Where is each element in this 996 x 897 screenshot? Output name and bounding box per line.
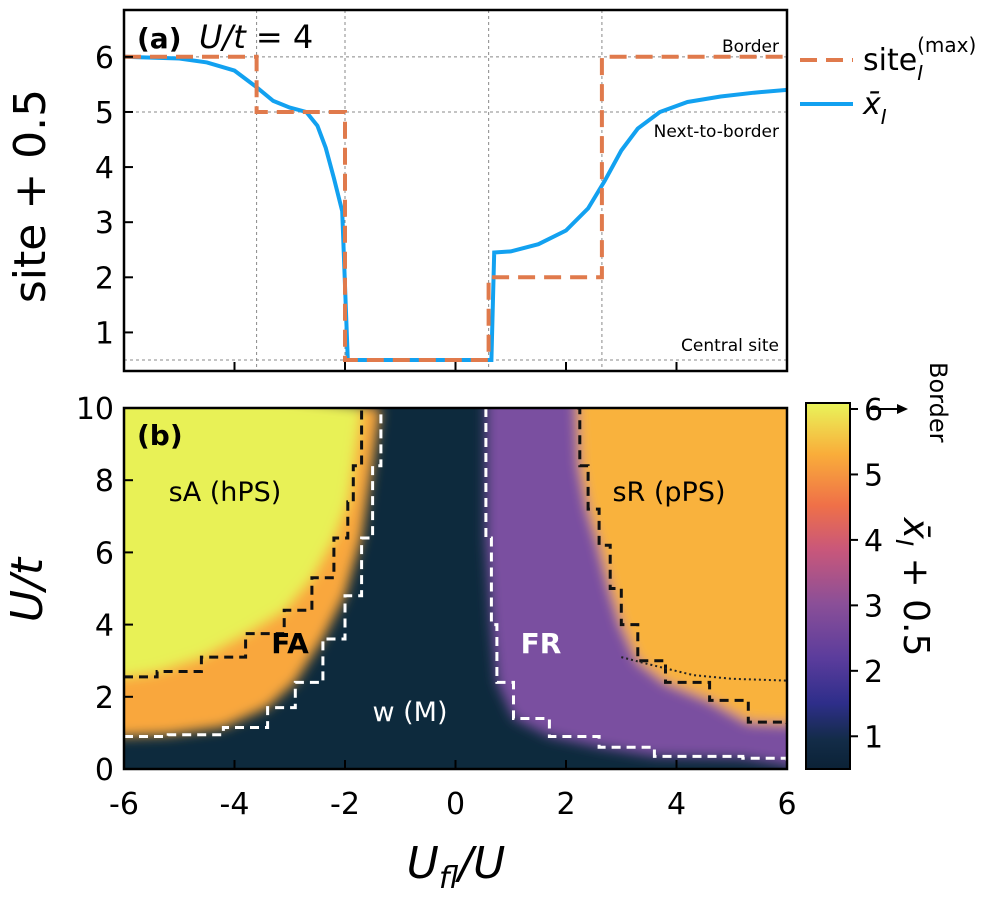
xtick-label-b-0: -6: [109, 787, 139, 822]
ytick-label-b-1: 2: [95, 681, 114, 716]
colorbar: 1 2 3 4 5 6 x̄I + 0.5 Border: [805, 362, 952, 770]
region-label-w: w (M): [372, 697, 447, 728]
series-site-max-line: [124, 54, 787, 362]
annotation-central-site: Central site: [681, 336, 779, 356]
xtick-label-b-1: -4: [220, 787, 250, 822]
colorbar-gradient: [805, 402, 851, 770]
panel-b-label: (b): [137, 419, 183, 452]
ytick-label-a-0: 1: [95, 316, 114, 351]
colorbar-arrow-head: [897, 404, 908, 414]
boundary-black-left: [124, 408, 364, 679]
xtick-label-b-6: 6: [777, 787, 796, 822]
series-xbar-line: [124, 54, 787, 362]
xtick-label-b-5: 4: [667, 787, 686, 822]
ytick-label-a-2: 3: [95, 206, 114, 241]
panel-a-title: U/t = 4: [199, 18, 313, 56]
colorbar-tick-label-5: 6: [864, 393, 883, 428]
colorbar-tick-label-0: 1: [864, 720, 883, 755]
xtick-label-b-3: 0: [446, 787, 465, 822]
ytick-label-b-4: 8: [95, 464, 114, 499]
panel-a-ylabel: site + 0.5: [5, 89, 56, 303]
ytick-label-a-3: 4: [95, 151, 114, 186]
colorbar-tick-label-2: 3: [864, 589, 883, 624]
ytick-label-b-2: 4: [95, 609, 114, 644]
legend: siteI(max) x̄I: [800, 33, 976, 129]
region-label-sA: sA (hPS): [169, 477, 282, 508]
region-label-FR: FR: [521, 627, 562, 660]
legend-label-xbar: x̄I: [862, 87, 887, 129]
boundary-dotted: [621, 656, 787, 682]
colorbar-tick-label-4: 5: [864, 458, 883, 493]
colorbar-label: x̄I + 0.5: [890, 517, 936, 657]
xtick-label-b-4: 2: [556, 787, 575, 822]
panel-a-ticks: 1 2 3 4 5 6: [95, 41, 788, 371]
xtick-label-b-2: -2: [330, 787, 360, 822]
region-label-sR: sR (pPS): [612, 477, 725, 508]
ytick-label-b-0: 0: [95, 753, 114, 788]
ytick-label-b-3: 6: [95, 536, 114, 571]
panel-b-xlabel: Ufl/U: [407, 838, 506, 896]
legend-label-site-max: siteI(max): [863, 33, 976, 85]
colorbar-ticks: 1 2 3 4 5 6: [850, 393, 883, 755]
boundary-white-right: [484, 408, 787, 766]
colorbar-arrow-label: Border: [924, 362, 952, 443]
panel-a: 1 2 3 4 5 6 (a) U/t = 4 Border Next-to-border…: [5, 8, 976, 373]
region-label-FA: FA: [271, 627, 309, 660]
colorbar-tick-label-1: 2: [864, 655, 883, 690]
boundary-black-right: [577, 408, 787, 724]
heatmap-region-sA: [124, 408, 362, 677]
panel-b-ticks: -6 -4 -2 0 2 4 6 0 2 4 6 8 10: [76, 392, 797, 822]
ytick-label-b-5: 10: [76, 392, 114, 427]
ytick-label-a-5: 6: [95, 41, 114, 76]
annotation-next-to-border: Next-to-border: [654, 122, 779, 142]
ytick-label-a-4: 5: [95, 96, 114, 131]
panel-a-label: (a): [137, 22, 182, 55]
panel-a-background: [124, 10, 787, 371]
panel-b-ylabel: U/t: [2, 556, 53, 622]
colorbar-tick-label-3: 4: [864, 524, 883, 559]
heatmap-region-sR: [577, 408, 787, 724]
heatmap-fill: [124, 408, 787, 766]
annotation-border: Border: [722, 37, 779, 57]
ytick-label-a-1: 2: [95, 261, 114, 296]
